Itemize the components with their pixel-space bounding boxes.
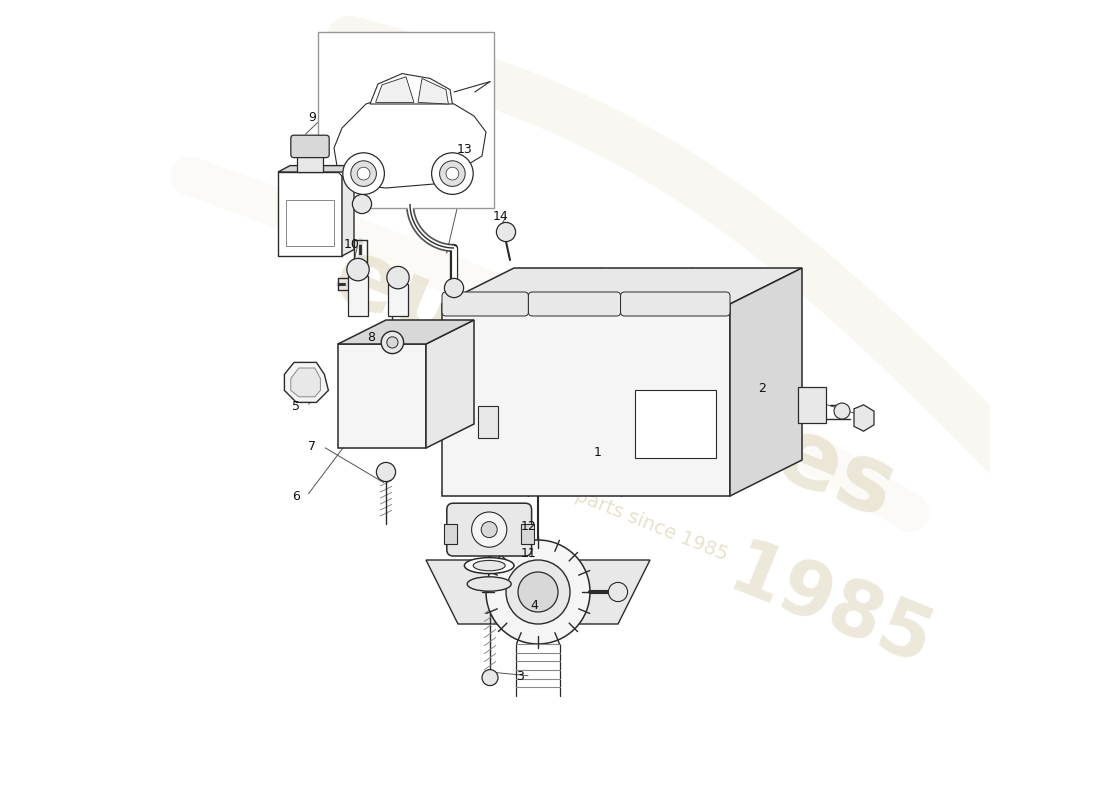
Text: 5: 5 (293, 400, 300, 413)
Bar (286, 200, 334, 246)
Circle shape (518, 572, 558, 612)
Ellipse shape (468, 577, 512, 591)
Circle shape (472, 512, 507, 547)
Polygon shape (854, 405, 874, 431)
Circle shape (834, 403, 850, 419)
Circle shape (496, 222, 516, 242)
Circle shape (351, 161, 376, 186)
FancyBboxPatch shape (620, 292, 730, 316)
Bar (635, 390, 716, 458)
Circle shape (346, 258, 370, 281)
Polygon shape (338, 320, 474, 344)
Ellipse shape (464, 558, 514, 574)
FancyBboxPatch shape (290, 135, 329, 158)
Text: 1: 1 (594, 446, 602, 458)
Polygon shape (334, 96, 486, 188)
Bar (297, 152, 322, 172)
Text: 3: 3 (516, 670, 525, 682)
Polygon shape (370, 74, 452, 104)
Text: 2: 2 (758, 382, 766, 394)
Circle shape (446, 167, 459, 180)
Circle shape (440, 161, 465, 186)
FancyBboxPatch shape (447, 503, 531, 556)
Text: 10: 10 (343, 238, 360, 250)
Circle shape (444, 278, 463, 298)
Circle shape (352, 194, 372, 214)
Text: 11: 11 (520, 547, 536, 560)
Ellipse shape (486, 540, 590, 644)
Text: eurospares: eurospares (320, 230, 909, 538)
Polygon shape (290, 368, 320, 397)
Text: 9: 9 (308, 111, 317, 124)
Ellipse shape (506, 560, 570, 624)
Polygon shape (342, 166, 354, 256)
Circle shape (358, 167, 370, 180)
Bar (798, 387, 826, 423)
Polygon shape (442, 268, 802, 304)
FancyBboxPatch shape (528, 292, 620, 316)
Circle shape (608, 582, 628, 602)
Text: 8: 8 (367, 331, 375, 344)
Bar (521, 524, 534, 544)
Circle shape (482, 670, 498, 686)
Text: 7: 7 (308, 440, 317, 453)
Text: 6: 6 (293, 490, 300, 502)
Circle shape (481, 522, 497, 538)
Polygon shape (285, 362, 329, 402)
Polygon shape (338, 344, 426, 448)
Polygon shape (388, 284, 408, 316)
Circle shape (431, 153, 473, 194)
Text: 1985: 1985 (717, 534, 943, 682)
Text: 13: 13 (456, 143, 472, 156)
Circle shape (343, 153, 384, 194)
Text: a passion for parts since 1985: a passion for parts since 1985 (450, 436, 730, 564)
Ellipse shape (473, 560, 505, 571)
Circle shape (382, 331, 404, 354)
Bar (444, 524, 458, 544)
Polygon shape (278, 166, 354, 172)
Polygon shape (442, 304, 730, 496)
Polygon shape (426, 320, 474, 448)
Bar (478, 406, 498, 438)
Text: 12: 12 (520, 520, 536, 533)
Bar (318, 32, 494, 208)
Text: 14: 14 (493, 210, 508, 222)
Circle shape (387, 337, 398, 348)
Polygon shape (375, 77, 414, 102)
Polygon shape (278, 172, 342, 256)
Polygon shape (349, 276, 367, 316)
FancyBboxPatch shape (442, 292, 528, 316)
Polygon shape (418, 78, 449, 104)
Circle shape (387, 266, 409, 289)
Text: 4: 4 (530, 599, 538, 612)
Polygon shape (426, 560, 650, 624)
Circle shape (376, 462, 396, 482)
Polygon shape (730, 268, 802, 496)
